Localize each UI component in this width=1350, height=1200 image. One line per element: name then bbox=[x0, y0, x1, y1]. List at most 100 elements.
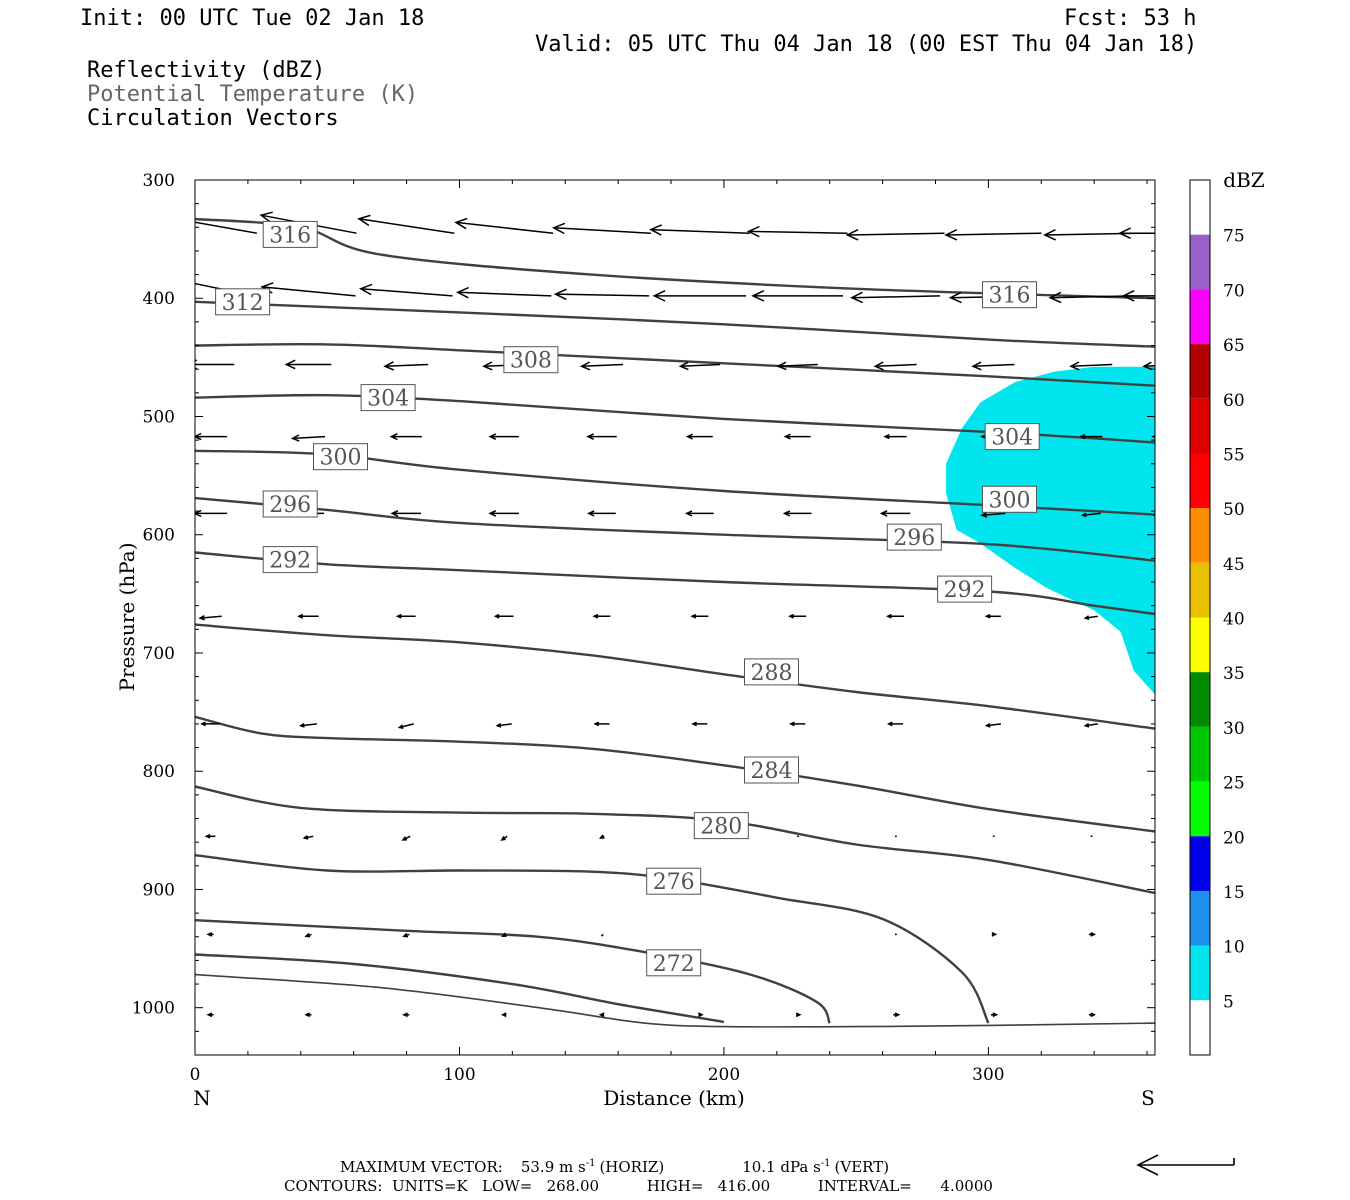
colorbar-label: 70 bbox=[1223, 281, 1245, 301]
circulation-vector bbox=[390, 510, 421, 517]
y-tick-label: 800 bbox=[143, 762, 175, 782]
contour-label-text: 296 bbox=[893, 526, 935, 551]
circulation-vector bbox=[297, 613, 319, 619]
contour-label-296: 296 bbox=[886, 523, 942, 551]
contour-label-316: 316 bbox=[982, 281, 1037, 309]
theta-contour-280 bbox=[195, 785, 1155, 895]
y-tick-label: 400 bbox=[143, 289, 175, 309]
contour-label-300: 300 bbox=[982, 485, 1037, 513]
circulation-vector bbox=[984, 722, 1001, 728]
circulation-vector bbox=[1151, 434, 1155, 439]
init-time: Init: 00 UTC Tue 02 Jan 18 bbox=[80, 6, 424, 31]
circulation-vector bbox=[648, 224, 750, 236]
colorbar-segment bbox=[1190, 344, 1210, 399]
circulation-vector bbox=[795, 1012, 802, 1018]
circulation-vector bbox=[395, 613, 416, 619]
theta-contour-268 bbox=[195, 953, 725, 1024]
colorbar-label: 10 bbox=[1223, 938, 1245, 958]
circulation-vector bbox=[991, 932, 998, 937]
y-axis-title: Pressure (hPa) bbox=[115, 543, 139, 692]
contour-label-text: 272 bbox=[653, 952, 695, 977]
colorbar-segment bbox=[1190, 617, 1210, 673]
circulation-vector bbox=[389, 433, 422, 441]
circulation-vectors bbox=[195, 211, 1165, 1018]
colorbar-label: 65 bbox=[1223, 336, 1245, 356]
circulation-vector bbox=[397, 723, 414, 730]
circulation-vector bbox=[1160, 933, 1165, 936]
theta-contour-288 bbox=[195, 623, 1155, 730]
circulation-vector bbox=[401, 835, 411, 841]
contour-label-text: 296 bbox=[269, 493, 311, 518]
circulation-vector bbox=[600, 933, 604, 937]
circulation-vector bbox=[845, 229, 945, 241]
theta-contour-296 bbox=[195, 496, 1155, 562]
contour-label-284: 284 bbox=[744, 756, 799, 784]
circulation-vector bbox=[783, 433, 811, 440]
circulation-vector bbox=[206, 932, 214, 937]
contour-label-300: 300 bbox=[313, 443, 368, 471]
circulation-vector bbox=[782, 510, 812, 517]
circulation-vector bbox=[1152, 513, 1155, 517]
contour-label-316: 316 bbox=[262, 220, 318, 248]
colorbar-segment bbox=[1190, 945, 1210, 1001]
x-tick-label: 0 bbox=[190, 1065, 201, 1085]
contour-label-288: 288 bbox=[744, 658, 799, 686]
circulation-vector bbox=[298, 722, 317, 728]
contour-label-text: 304 bbox=[991, 426, 1033, 451]
y-tick-label: 300 bbox=[143, 171, 175, 191]
colorbar-label: 25 bbox=[1223, 774, 1245, 794]
colorbar-unit: dBZ bbox=[1223, 168, 1265, 192]
circulation-vector bbox=[383, 361, 429, 371]
circulation-vector bbox=[1080, 512, 1101, 518]
colorbar-segment bbox=[1190, 726, 1210, 782]
x-tick-label: 200 bbox=[708, 1065, 740, 1085]
contour-label-text: 316 bbox=[989, 284, 1031, 309]
x-axis-title: Distance (km) bbox=[603, 1086, 745, 1110]
circulation-vector bbox=[776, 361, 818, 371]
colorbar-segment bbox=[1190, 562, 1210, 618]
circulation-vector bbox=[698, 1012, 704, 1018]
valid-time: Valid: 05 UTC Thu 04 Jan 18 (00 EST Thu … bbox=[535, 32, 1197, 57]
circulation-vector bbox=[1083, 615, 1099, 621]
circulation-vector bbox=[204, 833, 216, 839]
colorbar-segment bbox=[1190, 672, 1210, 727]
contour-label-text: 316 bbox=[269, 223, 311, 248]
circulation-vector bbox=[893, 1012, 901, 1018]
circulation-vector bbox=[746, 225, 848, 238]
contour-label-text: 280 bbox=[700, 815, 742, 840]
field-title-theta: Potential Temperature (K) bbox=[87, 82, 418, 107]
circulation-vector bbox=[971, 361, 1015, 371]
colorbar-segment bbox=[1190, 781, 1210, 837]
circulation-vector bbox=[402, 1012, 410, 1018]
colorbar-segment bbox=[1190, 1000, 1210, 1055]
circulation-vector bbox=[579, 361, 624, 371]
circulation-vector bbox=[1160, 1013, 1165, 1016]
footer: MAXIMUM VECTOR: 53.9 m s-1 (HORIZ) 10.1 dPa… bbox=[284, 1154, 1235, 1195]
contour-label-text: 292 bbox=[269, 549, 311, 574]
circulation-vector bbox=[980, 512, 1006, 518]
theta-contour-308 bbox=[195, 342, 1155, 387]
colorbar-label: 55 bbox=[1223, 445, 1245, 465]
x-axis-south-label: S bbox=[1141, 1086, 1155, 1110]
circulation-vector bbox=[302, 835, 314, 840]
y-tick-label: 500 bbox=[143, 407, 175, 427]
x-axis-north-label: N bbox=[193, 1086, 211, 1110]
colorbar-segment bbox=[1190, 234, 1210, 290]
plot-area: 316 316 312 308 304 304 300 300 296 296 292 292 288 2… bbox=[132, 171, 1165, 1085]
circulation-vector bbox=[886, 613, 904, 619]
contour-label-text: 300 bbox=[989, 488, 1031, 513]
circulation-vector bbox=[684, 510, 714, 517]
colorbar-segment bbox=[1190, 180, 1210, 235]
contour-label-text: 284 bbox=[751, 759, 793, 784]
colorbar-label: 20 bbox=[1223, 828, 1245, 848]
colorbar-label: 15 bbox=[1223, 883, 1245, 903]
contour-label-292: 292 bbox=[262, 546, 318, 574]
circulation-vector bbox=[195, 432, 228, 441]
circulation-vector bbox=[195, 509, 228, 518]
colorbar-label: 30 bbox=[1223, 719, 1245, 739]
colorbar: 75 70 65 60 55 50 45 40 35 30 25 20 15 10 5 bbox=[1189, 179, 1245, 1056]
contour-label-292: 292 bbox=[937, 575, 993, 603]
circulation-vector bbox=[873, 361, 917, 371]
circulation-vector bbox=[551, 222, 651, 235]
circulation-vector bbox=[984, 613, 1001, 619]
